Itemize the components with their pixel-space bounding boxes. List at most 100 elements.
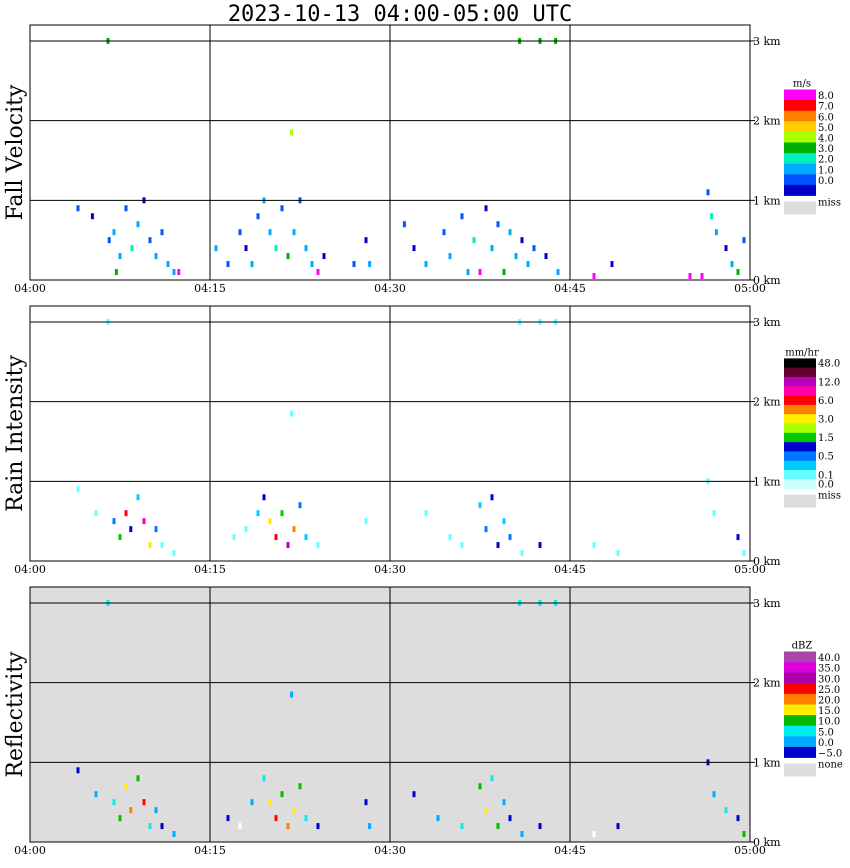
y-tick-label: 1 km bbox=[753, 475, 781, 488]
scale-swatch bbox=[784, 693, 816, 705]
data-cell bbox=[412, 245, 416, 252]
data-cell bbox=[280, 510, 284, 517]
x-tick-label: 04:15 bbox=[194, 844, 226, 857]
x-tick-label: 05:00 bbox=[734, 282, 766, 295]
data-cell bbox=[544, 253, 548, 260]
data-cell bbox=[484, 526, 488, 533]
data-cell bbox=[448, 253, 452, 260]
data-cell bbox=[129, 807, 133, 814]
data-cell bbox=[616, 823, 620, 830]
data-cell bbox=[592, 542, 596, 549]
scale-swatch bbox=[784, 121, 816, 133]
scale-swatch bbox=[784, 367, 816, 378]
x-tick-label: 05:00 bbox=[734, 563, 766, 576]
data-cell bbox=[460, 213, 464, 220]
data-cell bbox=[292, 526, 296, 533]
data-cell bbox=[304, 245, 308, 252]
scale-swatch bbox=[784, 651, 816, 663]
data-cell bbox=[274, 245, 278, 252]
data-cell bbox=[538, 823, 542, 830]
data-cell bbox=[490, 775, 494, 782]
y-tick-label: 1 km bbox=[753, 194, 781, 207]
data-cell bbox=[154, 526, 158, 533]
y-tick-label: 0 km bbox=[753, 555, 781, 568]
data-cell bbox=[290, 129, 294, 136]
scale-unit-label: m/s bbox=[793, 79, 811, 90]
data-cell bbox=[136, 221, 140, 228]
data-cell bbox=[706, 189, 710, 196]
x-tick-label: 04:45 bbox=[554, 563, 586, 576]
scale-swatch bbox=[784, 131, 816, 143]
data-cell bbox=[292, 807, 296, 814]
data-cell bbox=[172, 269, 176, 276]
data-cell bbox=[290, 691, 294, 698]
data-cell bbox=[244, 245, 248, 252]
x-tick-label: 04:45 bbox=[554, 282, 586, 295]
data-cell bbox=[256, 213, 260, 220]
scale-label: 48.0 bbox=[818, 359, 840, 370]
data-cell bbox=[124, 205, 128, 212]
scale-label: 6.0 bbox=[818, 396, 834, 407]
scale-label: 7.0 bbox=[818, 102, 834, 113]
scale-swatch bbox=[784, 479, 816, 489]
data-cell bbox=[94, 510, 98, 517]
data-cell bbox=[484, 205, 488, 212]
scale-label: 0.0 bbox=[818, 176, 834, 187]
scale-swatch bbox=[784, 100, 816, 112]
data-cell bbox=[166, 261, 170, 268]
scale-label: 0.5 bbox=[818, 452, 834, 463]
data-cell bbox=[268, 799, 272, 806]
scale-label: 1.0 bbox=[818, 165, 834, 176]
data-cell bbox=[484, 807, 488, 814]
scale-missing-swatch bbox=[784, 201, 816, 215]
data-cell bbox=[250, 799, 254, 806]
scale-label: −5.0 bbox=[818, 749, 842, 760]
data-cell bbox=[90, 213, 94, 220]
scale-swatch bbox=[784, 395, 816, 406]
data-cell bbox=[724, 807, 728, 814]
y-tick-label: 0 km bbox=[753, 274, 781, 287]
scale-swatch bbox=[784, 442, 816, 452]
data-cell bbox=[424, 261, 428, 268]
scale-label: 30.0 bbox=[818, 674, 840, 685]
panel-reflectivity: 0 km 1 km 2 km 3 km 04:00 04:15 04:30 04:45 05:0… bbox=[3, 586, 843, 857]
data-cell bbox=[172, 831, 176, 838]
data-cell bbox=[114, 269, 118, 276]
data-cell bbox=[352, 261, 356, 268]
data-cell bbox=[112, 518, 116, 525]
data-cell bbox=[226, 261, 230, 268]
data-cell bbox=[142, 799, 146, 806]
data-cell bbox=[736, 534, 740, 541]
scale-swatch bbox=[784, 736, 816, 748]
data-cell bbox=[298, 502, 302, 509]
data-cell bbox=[148, 542, 152, 549]
data-cell bbox=[742, 550, 746, 557]
panel-ylabel: Fall Velocity bbox=[3, 84, 28, 220]
data-cell bbox=[76, 767, 80, 774]
scale-swatch bbox=[784, 451, 816, 462]
data-cell bbox=[520, 831, 524, 838]
scale-swatch bbox=[784, 432, 816, 443]
data-cell bbox=[700, 273, 704, 280]
data-cell bbox=[442, 229, 446, 236]
data-cell bbox=[538, 542, 542, 549]
data-cell bbox=[724, 245, 728, 252]
scale-swatch bbox=[784, 715, 816, 727]
data-cell bbox=[502, 518, 506, 525]
data-cell bbox=[364, 237, 368, 244]
data-cell bbox=[142, 518, 146, 525]
data-cell bbox=[736, 269, 740, 276]
data-cell bbox=[160, 229, 164, 236]
data-cell bbox=[496, 542, 500, 549]
data-cell bbox=[118, 534, 122, 541]
data-cell bbox=[148, 823, 152, 830]
x-tick-label: 04:00 bbox=[14, 282, 46, 295]
data-cell bbox=[592, 273, 596, 280]
data-cell bbox=[94, 791, 98, 798]
data-cell bbox=[688, 273, 692, 280]
scale-swatch bbox=[784, 460, 816, 471]
data-cell bbox=[478, 783, 482, 790]
data-cell bbox=[304, 534, 308, 541]
data-cell bbox=[118, 815, 122, 822]
x-tick-label: 04:45 bbox=[554, 844, 586, 857]
